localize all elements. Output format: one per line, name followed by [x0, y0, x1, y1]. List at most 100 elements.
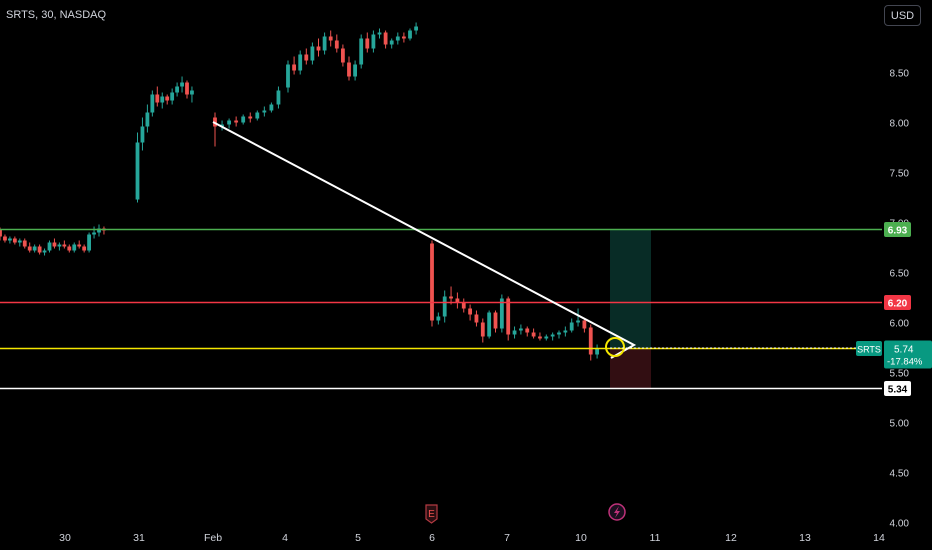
candle [140, 117, 145, 151]
svg-text:5.74: 5.74 [894, 345, 914, 356]
price-tick: 4.00 [890, 519, 910, 530]
time-tick: 13 [799, 532, 811, 544]
earnings-marker[interactable]: E [425, 504, 438, 524]
candle [220, 120, 224, 131]
candle [286, 60, 290, 93]
candle [234, 116, 239, 127]
horizontal-lines [0, 228, 882, 390]
candle [145, 104, 150, 133]
candle [248, 112, 253, 123]
candle [47, 240, 52, 253]
candle [512, 326, 517, 339]
candle [102, 226, 106, 235]
candle [414, 22, 418, 35]
candle [341, 44, 345, 67]
candle [436, 312, 441, 325]
candle [408, 28, 412, 41]
candle [180, 76, 184, 93]
candle [155, 86, 160, 107]
price-tick: 8.50 [890, 69, 910, 80]
svg-text:5.34: 5.34 [888, 385, 908, 396]
candle [595, 344, 599, 359]
price-label-6.20: 6.20 [884, 295, 911, 310]
svg-text:SRTS: SRTS [857, 345, 881, 355]
candle [62, 240, 67, 249]
symbol-title: SRTS, 30, NASDAQ [6, 9, 107, 21]
candle [347, 56, 351, 81]
time-tick: 14 [873, 532, 885, 544]
candle [582, 318, 587, 333]
price-label-5.34: 5.34 [884, 381, 911, 396]
candle [3, 234, 7, 243]
candle [27, 242, 32, 253]
events: E [425, 503, 626, 524]
candle [276, 86, 281, 109]
candle [569, 318, 574, 333]
highlight-circle[interactable] [605, 337, 625, 357]
candle [67, 244, 72, 253]
candle [135, 132, 140, 203]
candle [442, 290, 447, 323]
candle [461, 298, 466, 313]
trendline-drawing[interactable] [212, 121, 637, 359]
candle [519, 324, 523, 335]
candle [563, 326, 568, 337]
candle [487, 310, 492, 339]
candle [365, 32, 370, 53]
candle [87, 232, 91, 253]
candle [42, 248, 47, 256]
candle [262, 106, 267, 117]
symbol-tag: SRTS [856, 341, 882, 356]
lightning-icon[interactable] [608, 503, 626, 521]
candle [72, 242, 77, 253]
candle [480, 318, 485, 343]
currency-button[interactable]: USD [884, 5, 921, 26]
time-axis: 30 31 Feb 4 5 6 7 10 11 12 13 14 [59, 532, 885, 544]
candle [377, 28, 382, 39]
candle [316, 38, 321, 57]
drawings [212, 121, 856, 359]
candle [175, 82, 179, 97]
candle [506, 296, 511, 341]
candle [190, 86, 194, 103]
price-tick: 5.00 [890, 419, 910, 430]
candle [557, 330, 561, 339]
candle [170, 88, 175, 105]
candle [97, 224, 101, 237]
candle [499, 294, 504, 333]
time-tick: 6 [429, 532, 435, 544]
candle [255, 110, 260, 121]
price-tick: 5.50 [890, 369, 910, 380]
candle [525, 326, 530, 337]
candle [334, 34, 339, 53]
candle [430, 240, 434, 327]
candles [0, 22, 599, 361]
candle [0, 227, 2, 241]
earnings-icon: E [428, 509, 435, 520]
candle [468, 304, 472, 321]
candle [12, 236, 17, 245]
candle [588, 324, 593, 361]
candle [213, 112, 217, 147]
candle [402, 32, 406, 43]
candle [328, 30, 333, 47]
candle [185, 80, 189, 99]
candle [22, 238, 27, 249]
price-tick: 6.00 [890, 319, 910, 330]
price-label-6.93: 6.93 [884, 222, 911, 237]
candle [455, 292, 460, 309]
price-tick: 4.50 [890, 469, 910, 480]
candle [359, 34, 364, 69]
profit-zone [610, 229, 651, 349]
candle [57, 242, 62, 251]
candle [310, 42, 315, 65]
candle [493, 310, 498, 333]
time-tick: 12 [725, 532, 737, 544]
candle [322, 32, 327, 55]
time-tick: 11 [650, 532, 661, 544]
price-tick: 6.50 [890, 269, 910, 280]
position-zones [610, 229, 651, 389]
candle [353, 60, 357, 81]
